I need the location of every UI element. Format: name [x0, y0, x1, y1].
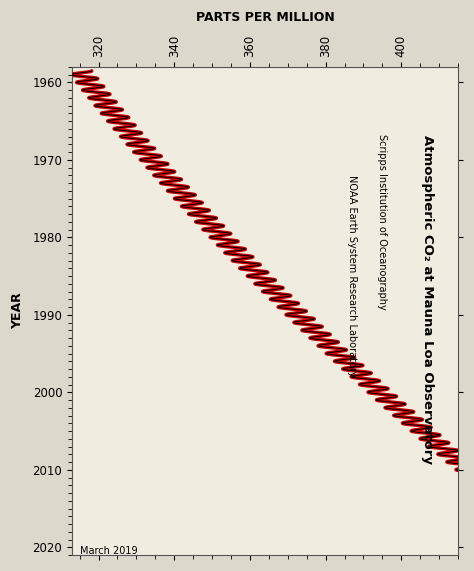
- Y-axis label: YEAR: YEAR: [11, 292, 24, 329]
- Text: Atmospheric CO₂ at Mauna Loa Observatory: Atmospheric CO₂ at Mauna Loa Observatory: [421, 135, 434, 464]
- Text: March 2019: March 2019: [80, 546, 137, 556]
- Text: Scripps Institution of Oceanography: Scripps Institution of Oceanography: [377, 134, 387, 310]
- Text: NOAA Earth System Research Laboratory: NOAA Earth System Research Laboratory: [347, 175, 357, 377]
- X-axis label: PARTS PER MILLION: PARTS PER MILLION: [196, 11, 335, 24]
